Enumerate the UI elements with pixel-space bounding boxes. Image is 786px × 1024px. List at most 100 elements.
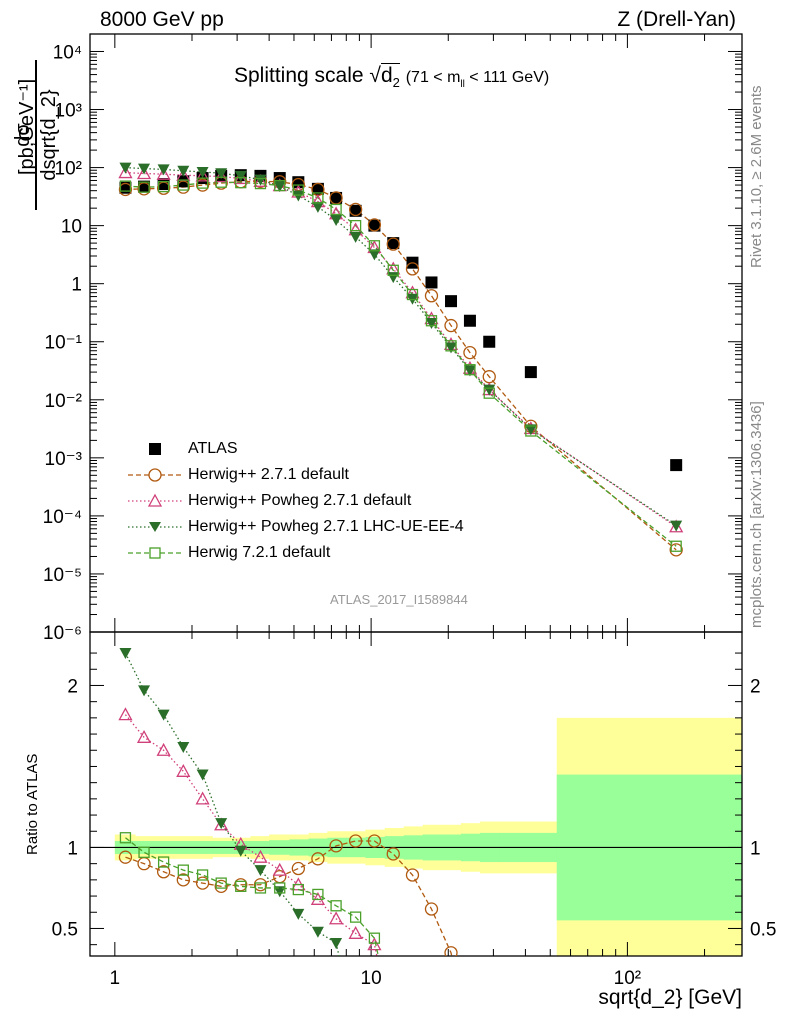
data-point-herwigpp	[424, 289, 439, 303]
rivet-label: Rivet 3.1.10, ≥ 2.6M events	[748, 85, 765, 269]
legend-item-herwig7: Herwig 7.2.1 default	[128, 540, 464, 566]
data-point-herwigpp	[118, 850, 133, 864]
data-point-powheg	[214, 169, 229, 183]
y-tick-label: 10²	[55, 159, 82, 180]
data-point-herwig7	[215, 877, 227, 889]
x-tick-label: 10²	[614, 968, 641, 989]
y-tick-label: 10⁴	[53, 42, 82, 63]
data-point-herwig7	[196, 177, 209, 189]
data-point-atlas	[349, 204, 362, 217]
data-point-atlas	[524, 366, 537, 379]
data-point-atlas	[483, 335, 496, 348]
sqrt-symbol: √d2	[369, 63, 400, 91]
data-point-powheg-ue	[119, 162, 132, 174]
title-symbol: d	[380, 64, 393, 87]
data-point-herwig7	[274, 179, 286, 192]
data-point-powheg	[156, 742, 171, 756]
data-point-powheg-ue	[177, 742, 190, 754]
chart-title: Splitting scale √d2 (71 < mll < 111 GeV)	[234, 63, 550, 91]
data-point-herwigpp	[137, 182, 151, 196]
ratio-series-group	[118, 648, 458, 956]
data-point-powheg-ue	[215, 818, 228, 830]
data-point-atlas	[368, 219, 381, 232]
data-point-herwig7	[138, 181, 150, 193]
data-point-herwig7	[406, 288, 419, 301]
data-point-herwig7	[196, 869, 209, 881]
data-point-herwig7	[235, 177, 247, 189]
process-label: Z (Drell-Yan)	[617, 8, 736, 31]
data-point-powheg-ue	[670, 520, 683, 532]
legend-marker-herwig7	[128, 547, 183, 559]
data-point-herwigpp	[195, 178, 210, 192]
series-line-herwigpp	[125, 180, 677, 551]
data-point-atlas	[425, 276, 438, 289]
data-point-powheg-ue	[349, 231, 362, 243]
data-point-herwigpp	[291, 861, 305, 876]
data-point-powheg-ue	[215, 168, 228, 180]
data-point-herwig7	[177, 179, 189, 191]
title-text: Splitting scale	[234, 64, 364, 87]
data-point-herwigpp	[405, 262, 420, 276]
data-point-herwig7	[330, 900, 342, 912]
data-point-herwig7	[349, 219, 362, 232]
data-point-powheg-ue	[273, 886, 286, 898]
data-point-powheg-ue	[254, 174, 267, 186]
y-tick-label: 10⁻³	[45, 449, 83, 470]
data-point-herwig7	[312, 192, 324, 204]
y-tick-label: 10⁻⁶	[43, 623, 82, 644]
series-line-powheg	[125, 171, 677, 528]
x-tick-label: 1	[110, 968, 121, 989]
data-point-herwig7	[464, 364, 476, 376]
data-point-herwig7	[483, 387, 495, 399]
data-point-herwigpp	[348, 834, 363, 848]
data-point-powheg	[176, 763, 191, 777]
legend-marker-herwigpp	[128, 468, 183, 482]
data-point-atlas	[445, 295, 458, 308]
legend-label: Herwig++ Powheg 2.7.1 LHC-UE-EE-4	[188, 518, 464, 535]
data-point-atlas	[387, 237, 400, 250]
y-tick-label: 1	[71, 275, 82, 296]
data-point-herwig7	[670, 540, 682, 552]
y-label-denominator: dsqrt{d_2}	[38, 89, 60, 181]
data-point-powheg	[253, 849, 268, 863]
data-point-powheg	[272, 862, 287, 876]
data-point-herwig7	[425, 315, 438, 327]
data-point-powheg	[367, 937, 382, 951]
data-point-powheg-ue	[273, 181, 286, 193]
title-subscript: 2	[392, 75, 400, 91]
data-point-powheg	[195, 168, 210, 182]
y-axis-unit: [pb,GeV⁻¹]	[16, 78, 38, 175]
y-tick-label: 10⁻⁴	[43, 507, 82, 528]
data-point-herwigpp	[444, 946, 458, 956]
y-tick-label: 10³	[55, 101, 82, 122]
legend-item-atlas: ATLAS	[128, 436, 464, 462]
legend-label: Herwig++ 2.7.1 default	[188, 466, 349, 483]
data-point-powheg-ue	[368, 249, 381, 261]
legend: ATLAS Herwig++ 2.7.1 default Herwig++ Po…	[128, 436, 464, 566]
legend-label: Herwig++ Powheg 2.7.1 default	[188, 492, 412, 509]
data-point-powheg-ue	[157, 709, 170, 721]
data-point-herwig7	[387, 264, 399, 276]
mass-range-end: < 111 GeV)	[464, 69, 550, 86]
data-point-powheg	[195, 791, 210, 805]
series-line-herwig7	[125, 181, 677, 547]
data-point-herwigpp	[156, 181, 171, 195]
data-point-powheg	[156, 166, 171, 180]
data-point-powheg	[669, 519, 684, 533]
y-tick-label: 10⁻⁵	[43, 565, 82, 586]
legend-item-herwigpp: Herwig++ 2.7.1 default	[128, 462, 464, 488]
data-point-powheg-ue	[119, 648, 132, 660]
legend-item-powheg: Herwig++ Powheg 2.7.1 default	[128, 488, 464, 514]
mcplots-label: mcplots.cern.ch [arXiv:1306.3436]	[748, 401, 765, 628]
data-point-herwig7	[157, 180, 170, 193]
data-point-powheg-ue	[463, 365, 476, 377]
legend-label: Herwig 7.2.1 default	[188, 544, 331, 561]
x-axis-label: sqrt{d_2} [GeV]	[598, 986, 742, 1009]
data-point-powheg-ue	[425, 318, 438, 330]
data-point-powheg-ue	[196, 769, 209, 781]
ratio-tick-label-left: 0.5	[52, 919, 78, 940]
data-point-herwigpp	[405, 868, 420, 882]
data-point-herwig7	[235, 880, 247, 892]
data-point-herwigpp	[176, 873, 190, 887]
data-point-herwigpp	[386, 847, 400, 861]
